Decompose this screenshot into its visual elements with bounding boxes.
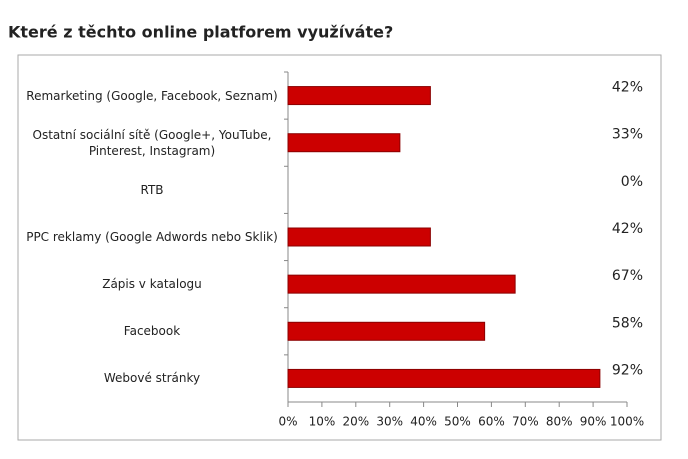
value-label: 58% bbox=[612, 315, 643, 331]
x-tick-label: 50% bbox=[444, 415, 471, 429]
y-tick-label: Zápis v katalogu bbox=[102, 277, 202, 292]
chart-title: Které z těchto online platforem využívát… bbox=[8, 23, 393, 42]
bar bbox=[287, 274, 516, 294]
bar bbox=[287, 368, 601, 388]
value-label: 67% bbox=[612, 268, 643, 284]
value-label: 0% bbox=[621, 174, 643, 190]
x-tick-label: 40% bbox=[410, 415, 437, 429]
x-tick-label: 0% bbox=[278, 415, 297, 429]
bar bbox=[287, 133, 401, 153]
value-label: 42% bbox=[612, 221, 643, 237]
y-tick-label: PPC reklamy (Google Adwords nebo Sklik) bbox=[26, 230, 278, 244]
x-tick-label: 80% bbox=[546, 415, 573, 429]
y-tick-label: Ostatní sociální sítě (Google+, YouTube,… bbox=[32, 127, 272, 158]
value-label: 33% bbox=[612, 127, 643, 143]
x-tick-label: 100% bbox=[610, 415, 644, 429]
plot-frame bbox=[17, 54, 662, 441]
x-tick-label: 10% bbox=[309, 415, 336, 429]
value-label: 42% bbox=[612, 80, 643, 96]
x-tick-label: 20% bbox=[342, 415, 369, 429]
bar bbox=[287, 227, 431, 247]
bar bbox=[287, 321, 486, 341]
y-tick-label: RTB bbox=[140, 182, 164, 197]
y-tick-label: Webové stránky bbox=[103, 371, 201, 386]
x-tick-label: 60% bbox=[478, 415, 505, 429]
x-tick-label: 90% bbox=[580, 415, 607, 429]
bar bbox=[287, 86, 431, 106]
x-tick-label: 30% bbox=[376, 415, 403, 429]
x-tick-label: 70% bbox=[512, 415, 539, 429]
y-tick-label: Remarketing (Google, Facebook, Seznam) bbox=[26, 88, 278, 103]
y-tick-label: Facebook bbox=[123, 324, 181, 339]
value-label: 92% bbox=[612, 362, 643, 378]
